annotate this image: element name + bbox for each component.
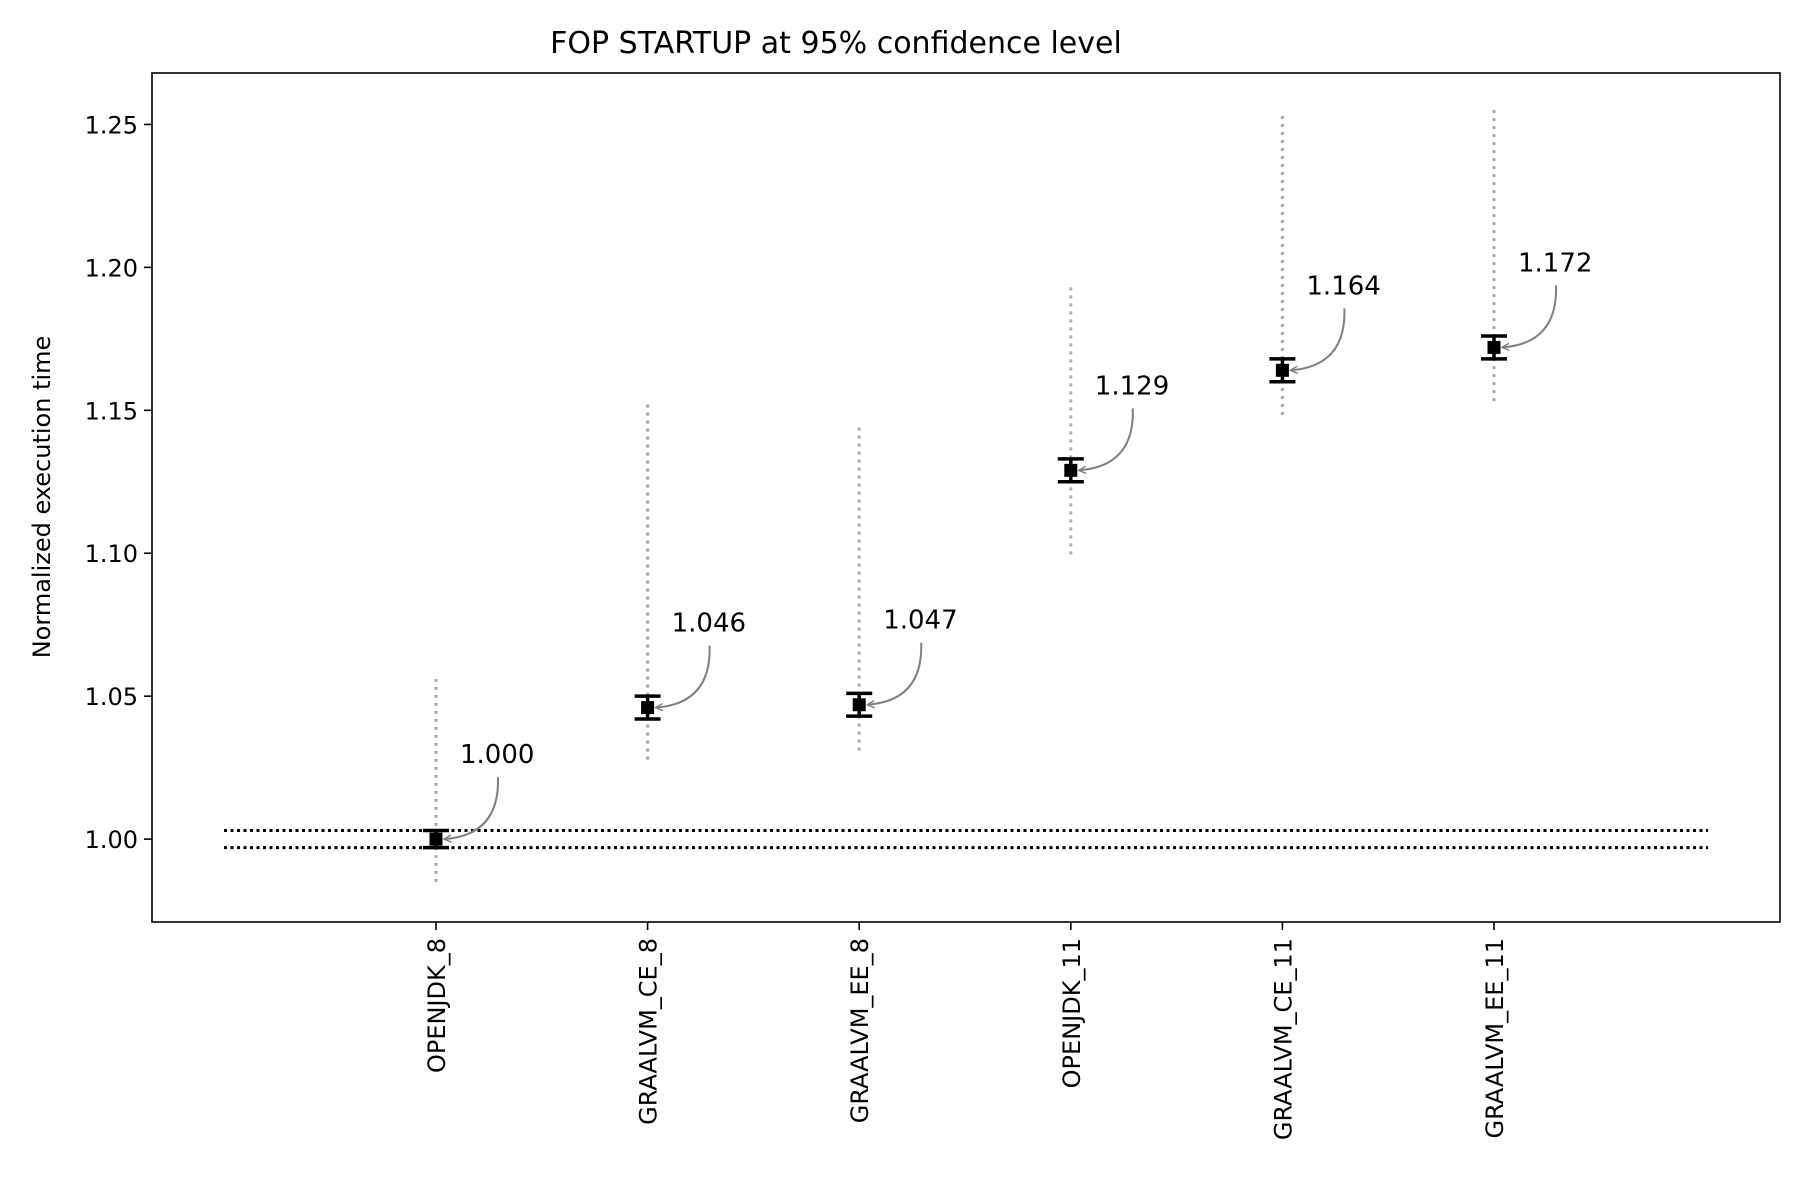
y-axis-label: Normalized execution time [28, 336, 56, 659]
data-label: 1.172 [1518, 248, 1592, 278]
data-marker [1064, 463, 1078, 477]
annotation-arrow [1290, 308, 1346, 370]
annotation-arrow [1502, 285, 1558, 347]
data-point [1057, 457, 1084, 484]
y-tick-label: 1.05 [85, 683, 138, 711]
x-tick-label: GRAALVM_EE_8 [846, 938, 874, 1123]
data-point [1269, 357, 1296, 384]
data-marker [1275, 363, 1289, 377]
y-tick-label: 1.20 [85, 254, 138, 282]
x-tick-label: GRAALVM_EE_11 [1481, 938, 1509, 1139]
chart-title: FOP STARTUP at 95% confidence level [550, 26, 1122, 61]
annotation-arrow [656, 645, 711, 708]
data-point [846, 691, 873, 718]
data-label: 1.046 [672, 609, 746, 639]
plot-frame [151, 72, 1781, 923]
annotation-arrow [444, 777, 500, 839]
x-tick-label: GRAALVM_CE_11 [1269, 938, 1297, 1140]
y-tick-label: 1.00 [85, 826, 138, 854]
y-tick-label: 1.15 [85, 397, 138, 425]
data-point [423, 828, 449, 850]
annotation-arrow [1079, 408, 1134, 470]
data-point [1481, 334, 1507, 361]
y-tick-label: 1.25 [85, 111, 138, 139]
annotation-arrow [867, 642, 923, 705]
data-marker [641, 701, 655, 715]
y-tick-label: 1.10 [85, 540, 138, 568]
data-marker [852, 698, 866, 712]
data-point [634, 694, 661, 721]
data-label: 1.047 [883, 606, 957, 636]
x-tick-label: OPENJDK_11 [1058, 938, 1086, 1088]
data-label: 1.129 [1095, 371, 1169, 401]
data-label: 1.164 [1306, 271, 1380, 301]
x-tick-label: OPENJDK_8 [423, 938, 451, 1073]
data-marker [429, 832, 443, 846]
data-label: 1.000 [460, 740, 534, 770]
data-marker [1487, 340, 1501, 354]
x-tick-label: GRAALVM_CE_8 [635, 938, 663, 1125]
